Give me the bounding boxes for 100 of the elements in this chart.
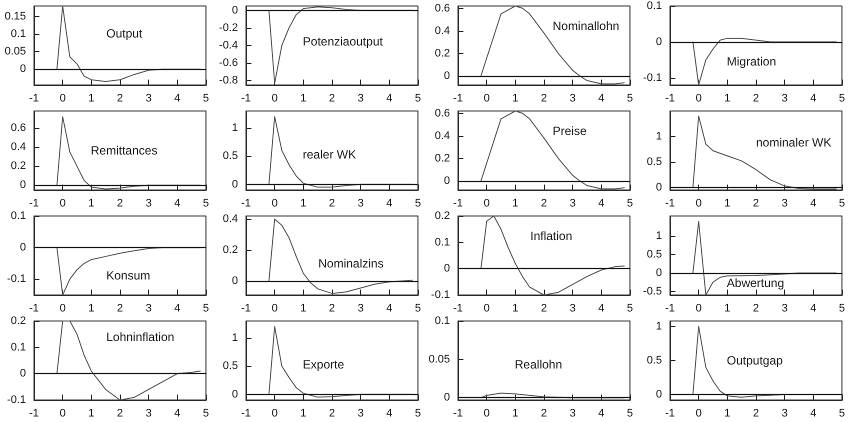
x-tick-label: 4 — [386, 198, 392, 210]
y-tick-label: 0.5 — [646, 354, 662, 366]
x-tick-label: -1 — [241, 302, 251, 314]
y-tick-label: 0 — [656, 388, 662, 401]
y-tick-label: 1 — [656, 320, 662, 332]
y-tick-label: -0.1 — [643, 72, 662, 84]
annotation: Outputgap — [726, 354, 784, 368]
x-tick-label: 1 — [88, 92, 94, 104]
y-tick-label: 0.2 — [222, 244, 238, 256]
x-tick-label: 5 — [626, 92, 634, 104]
x-tick-label: -1 — [665, 302, 675, 314]
y-tick-label: 0 — [444, 70, 450, 82]
x-tick-label: 5 — [202, 198, 210, 210]
x-tick-label: -1 — [241, 198, 251, 210]
y-tick-label: 0 — [20, 368, 26, 380]
x-tick-label: 1 — [300, 302, 306, 314]
y-tick-label: 0 — [232, 4, 238, 16]
x-tick-label: 1 — [512, 92, 518, 104]
x-tick-label: 3 — [146, 408, 152, 420]
annotation: Abwertung — [726, 276, 784, 290]
y-tick-label: 0.2 — [434, 152, 450, 164]
x-tick-label: 1 — [724, 198, 730, 210]
x-tick-label: -1 — [453, 92, 463, 104]
y-tick-label: 0.6 — [434, 107, 450, 120]
x-tick-label: 0 — [696, 198, 702, 210]
x-tick-label: 0 — [272, 408, 278, 420]
x-tick-label: 3 — [358, 408, 364, 420]
y-tick-label: 0.1 — [10, 28, 26, 40]
y-tick-label: 0 — [444, 174, 450, 187]
annotation: Output — [106, 26, 143, 41]
x-tick-label: 1 — [300, 408, 306, 420]
x-tick-label: 3 — [782, 198, 788, 210]
x-tick-label: -1 — [29, 302, 39, 314]
x-tick-label: -1 — [453, 198, 463, 210]
x-tick-label: 4 — [174, 92, 180, 104]
x-tick-label: 1 — [512, 302, 518, 314]
x-tick-label: 3 — [358, 302, 364, 314]
y-tick-label: 0.4 — [434, 130, 450, 142]
x-tick-label: 5 — [838, 198, 846, 210]
annotation: nominaler WK — [756, 136, 832, 150]
annotation: Lohninflation — [106, 330, 174, 344]
x-tick-label: 0 — [484, 408, 490, 420]
y-tick-label: 0.1 — [646, 0, 662, 12]
x-tick-label: 4 — [598, 92, 604, 104]
x-tick-label: 3 — [570, 302, 576, 314]
annotation: realer WK — [302, 147, 356, 162]
x-tick-label: 2 — [752, 92, 760, 104]
x-tick-label: 5 — [838, 92, 846, 104]
x-tick-label: 1 — [88, 198, 94, 210]
x-tick-label: 1 — [300, 198, 306, 210]
x-tick-label: -1 — [665, 92, 675, 104]
x-tick-label: 4 — [386, 302, 392, 314]
x-tick-label: 4 — [598, 302, 604, 314]
annotation: Migration — [726, 54, 776, 68]
x-tick-label: 0 — [696, 408, 702, 420]
annotation: Inflation — [530, 228, 572, 243]
x-tick-label: 3 — [782, 302, 788, 314]
x-tick-label: 3 — [782, 408, 788, 420]
x-tick-label: 5 — [838, 408, 846, 420]
y-tick-label: 0 — [656, 266, 662, 279]
x-tick-label: 2 — [752, 302, 760, 314]
y-tick-label: -0.1 — [7, 273, 26, 286]
x-tick-label: 0 — [60, 92, 66, 104]
x-tick-label: 4 — [174, 302, 180, 314]
y-tick-label: 0.6 — [10, 122, 26, 134]
y-tick-label: 0.05 — [428, 353, 450, 366]
x-tick-label: 5 — [202, 408, 210, 420]
x-tick-label: 3 — [146, 198, 152, 210]
x-tick-label: -1 — [665, 408, 675, 420]
x-tick-label: 2 — [752, 198, 760, 210]
x-tick-label: 1 — [724, 408, 730, 420]
x-tick-label: 0 — [60, 198, 66, 210]
annotation: Remittances — [90, 144, 158, 158]
y-tick-label: 0.15 — [4, 10, 26, 23]
x-tick-label: 1 — [724, 302, 730, 314]
y-tick-label: 0 — [20, 63, 26, 76]
x-tick-label: 0 — [272, 302, 278, 314]
y-tick-label: 0.1 — [10, 341, 26, 354]
y-tick-label: 0 — [444, 262, 450, 275]
x-tick-label: 4 — [598, 198, 604, 210]
annotation: Reallohn — [514, 357, 562, 372]
x-tick-label: 2 — [116, 198, 124, 210]
x-tick-label: 5 — [202, 92, 210, 104]
y-tick-label: 0 — [656, 181, 662, 194]
y-tick-label: 0.2 — [10, 160, 26, 172]
y-tick-label: -0.8 — [219, 74, 238, 87]
y-tick-label: 1 — [656, 230, 662, 242]
x-tick-label: -1 — [453, 408, 463, 420]
x-tick-label: -1 — [29, 408, 39, 420]
x-tick-label: 3 — [570, 408, 576, 420]
x-tick-label: 2 — [328, 408, 336, 420]
x-tick-label: 5 — [838, 302, 846, 314]
x-tick-label: 5 — [626, 198, 634, 210]
y-tick-label: 0.4 — [434, 24, 450, 37]
x-tick-label: 2 — [540, 302, 548, 314]
y-tick-label: 1 — [232, 332, 238, 344]
y-tick-label: 0.2 — [10, 315, 26, 327]
y-tick-label: 0.2 — [434, 47, 450, 60]
y-tick-label: 0.4 — [10, 141, 26, 154]
x-tick-label: 2 — [540, 198, 548, 210]
